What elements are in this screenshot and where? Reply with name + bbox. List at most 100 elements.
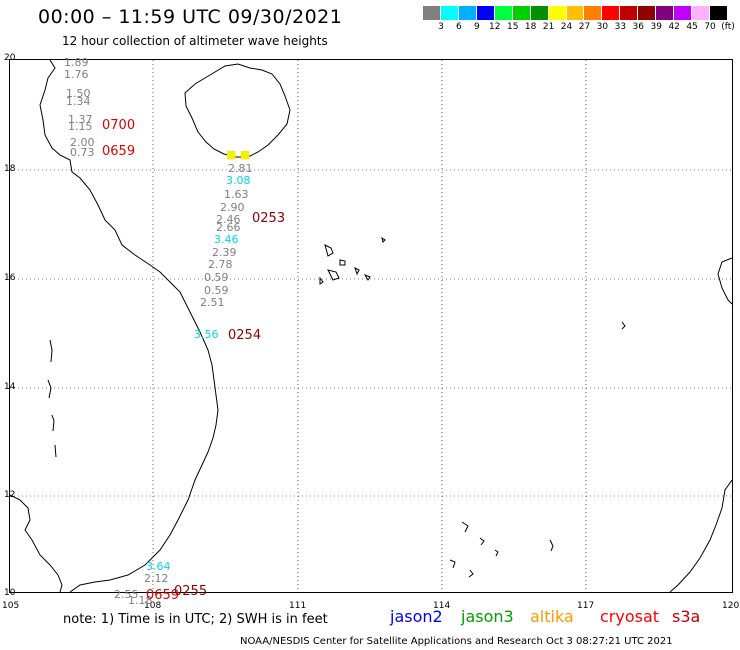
colorbar-tick-label: 9 [473,22,480,32]
colorbar-swatch [440,6,459,20]
wave-height-label: 2.81 [228,162,253,175]
colorbar-tick-label: 15 [506,22,519,32]
colorbar-swatch [602,6,621,20]
wave-height-label: 1.76 [64,68,89,81]
wave-height-label: 2.78 [208,258,233,271]
wave-height-label: 1.50 [66,87,91,100]
colorbar-swatch [476,6,495,20]
wave-height-label: 1.37 [68,113,93,126]
wave-height-label: 3.46 [214,233,239,246]
lat-label: 10 [4,588,16,598]
mission-legend-jason2: jason2 [390,607,443,626]
colorbar-swatch [692,6,710,20]
coastline-mainland [39,59,219,593]
wave-height-label: 0.59 [204,284,229,297]
coastline-gulf-west [9,494,63,593]
wave-height-label: 1.18 [128,594,153,607]
wave-height-label: 2.66 [216,221,241,234]
colorbar-swatch [566,6,585,20]
colorbar [423,6,728,20]
colorbar-swatch [674,6,693,20]
page-subtitle: 12 hour collection of altimeter wave hei… [62,34,328,48]
lon-label: 108 [144,601,162,611]
colorbar-tick-label: 36 [632,22,644,32]
lon-label: 114 [433,601,451,611]
colorbar-swatch [710,6,728,20]
wave-height-label: 3.56 [194,328,219,341]
colorbar-tick-label: 18 [524,22,537,32]
lon-label: 105 [2,601,20,611]
wave-height-label: 2.51 [200,296,225,309]
map-frame [9,59,733,593]
hainan-island [184,63,291,158]
footer-note: note: 1) Time is in UTC; 2) SWH is in fe… [63,612,328,627]
coastline-philippines [717,257,733,305]
lat-label: 14 [4,382,16,392]
pass-time-label: 0255 [174,584,208,599]
colorbar-swatch [458,6,477,20]
colorbar-tick-label: 42 [668,22,680,32]
lon-label: 111 [289,601,307,611]
lat-label: 18 [4,164,16,174]
pass-time-label: 0254 [228,328,262,343]
mission-legend-altika: altika [530,607,574,626]
wave-height-label: 2.90 [220,201,245,214]
colorbar-swatch [638,6,657,20]
colorbar-swatch [548,6,567,20]
lat-label: 12 [4,490,16,500]
coastline-palawan [669,479,733,593]
lon-label: 117 [577,601,595,611]
pass-time-label: 0700 [102,118,136,133]
pass-time-label: 0659 [102,144,136,159]
wave-height-label: 0.59 [204,271,229,284]
colorbar-tick-label: 21 [542,22,555,32]
colorbar-tick-label: 12 [489,22,501,32]
footer-credit: NOAA/NESDIS Center for Satellite Applica… [240,636,673,647]
wave-height-label: 2.12 [144,572,169,585]
wave-height-label: 3.64 [146,560,171,573]
colorbar-swatch [494,6,513,20]
colorbar-tick-label: 45 [686,22,698,32]
colorbar-tick-label: 6 [456,22,462,32]
coastline-west-islands [47,339,57,458]
colorbar-swatch [512,6,531,20]
colorbar-tick-label: (ft) [721,22,735,32]
wave-height-marker: ■ ■ [226,148,251,161]
graticule [10,60,732,592]
colorbar-tick-label: 3 [438,22,444,32]
colorbar-swatch [423,6,441,20]
mission-legend-s3a: s3a [672,607,701,626]
lat-label: 20 [4,53,16,63]
mission-legend-cryosat: cryosat [600,607,660,626]
colorbar-swatch [530,6,549,20]
wave-height-label: 2.39 [212,246,237,259]
colorbar-swatch [584,6,603,20]
colorbar-tick-label: 70 [704,22,716,32]
eastern-islands [449,321,626,578]
wave-height-label: 2.46 [216,213,241,226]
wave-height-label: 0.73 [70,146,95,159]
wave-height-label: 1.89 [64,56,89,69]
pass-time-label: 0253 [252,211,286,226]
page-title: 00:00 – 11:59 UTC 09/30/2021 [38,6,343,28]
colorbar-tick-label: 24 [560,22,573,32]
wave-height-label: 2.55 [114,588,139,601]
lon-label: 120 [722,601,740,611]
colorbar-labels: 3 6 9 12 15 18 21 24 27 30 33 36 39 42 45 70 (ft) [423,22,740,34]
colorbar-tick-label: 27 [578,22,591,32]
wave-height-label: 3.08 [226,174,251,187]
pass-time-label: 0659 [146,588,180,603]
colorbar-swatch [656,6,675,20]
wave-height-label: 2.00 [70,136,95,149]
paracel-islands [319,236,386,285]
wave-height-label: 1.63 [224,188,249,201]
colorbar-tick-label: 39 [650,22,662,32]
map-canvas [9,59,733,593]
mission-legend-jason3: jason3 [461,607,514,626]
colorbar-swatch [620,6,639,20]
wave-height-label: 1.15 [68,120,93,133]
wave-height-label: 1.34 [66,95,91,108]
colorbar-tick-label: 30 [596,22,609,32]
colorbar-tick-label: 33 [614,22,627,32]
lat-label: 16 [4,273,16,283]
